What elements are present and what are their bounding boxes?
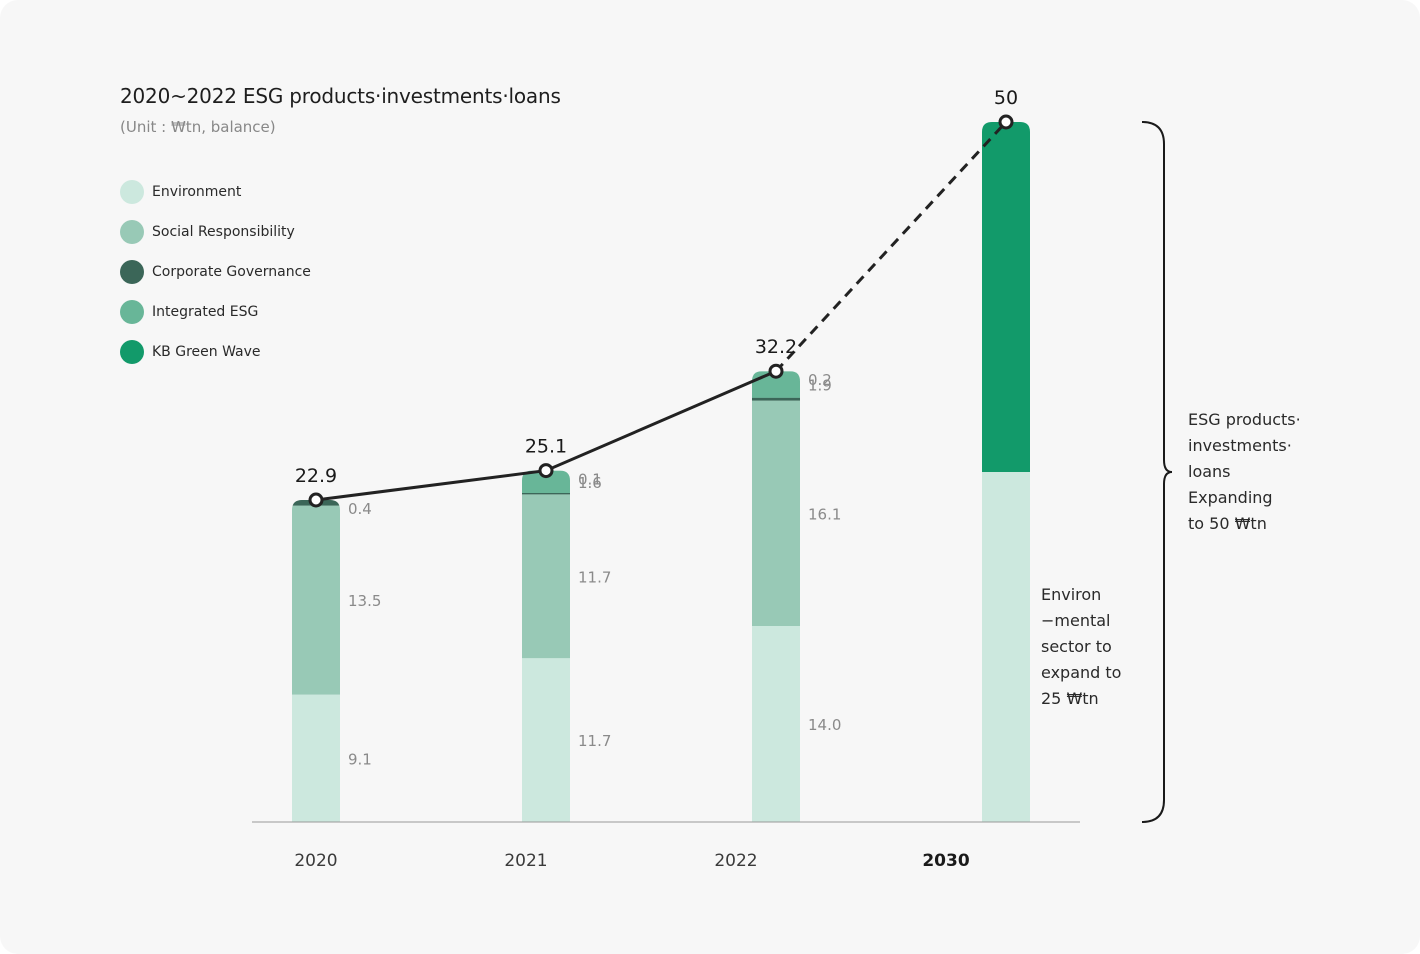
environment-note-line: Environ xyxy=(1041,585,1102,604)
total-point-marker xyxy=(308,492,324,508)
legend-swatch-social xyxy=(120,220,144,244)
segment-value-label: 0.1 xyxy=(578,471,602,489)
segment-value-label: 11.7 xyxy=(578,732,611,750)
legend-swatch-environment xyxy=(120,180,144,204)
legend-item-integrated: Integrated ESG xyxy=(120,300,311,324)
segment-value-label: 9.1 xyxy=(348,750,372,768)
bar-stack-2030 xyxy=(982,122,1030,822)
environment-target-note: Environ −mental sector to expand to 25 ₩… xyxy=(1041,582,1141,712)
legend-label-integrated: Integrated ESG xyxy=(152,304,259,320)
total-value-label: 50 xyxy=(994,87,1018,109)
environment-note-line: expand to xyxy=(1041,663,1122,682)
legend-item-social: Social Responsibility xyxy=(120,220,311,244)
legend-item-environment: Environment xyxy=(120,180,311,204)
legend-item-green-wave: KB Green Wave xyxy=(120,340,311,364)
total-note-line: investments· xyxy=(1188,436,1292,455)
bar-segment-kb-green-wave xyxy=(982,122,1030,472)
environment-note-line: sector to xyxy=(1041,637,1112,656)
legend-label-social: Social Responsibility xyxy=(152,224,295,240)
legend-swatch-integrated xyxy=(120,300,144,324)
total-note-line: loans xyxy=(1188,462,1231,481)
segment-value-label: 13.5 xyxy=(348,592,381,610)
total-point-marker xyxy=(538,463,554,479)
x-tick-label: 2030 xyxy=(922,851,969,871)
bar-segment-environment xyxy=(522,658,570,822)
bar-segment-corporate-governance xyxy=(752,397,800,401)
legend-label-governance: Corporate Governance xyxy=(152,264,311,280)
chart-unit-subtitle: (Unit : ₩tn, balance) xyxy=(120,118,276,136)
bar-segment-integrated-esg xyxy=(522,470,570,493)
segment-value-label: 1.6 xyxy=(578,474,602,492)
legend-swatch-governance xyxy=(120,260,144,284)
total-note-line: to 50 ₩tn xyxy=(1188,514,1267,533)
bar-stack-2020 xyxy=(292,500,340,822)
bar-segment-social-responsibility xyxy=(292,505,340,695)
bar-stack-2022 xyxy=(752,371,800,822)
environment-note-line: 25 ₩tn xyxy=(1041,689,1099,708)
bar-segment-social-responsibility xyxy=(522,494,570,659)
legend-swatch-green-wave xyxy=(120,340,144,364)
legend-label-green-wave: KB Green Wave xyxy=(152,344,261,360)
total-value-label: 25.1 xyxy=(525,436,567,458)
segment-value-label: 16.1 xyxy=(808,505,841,523)
segment-value-label: 11.7 xyxy=(578,568,611,586)
bar-segment-environment xyxy=(752,626,800,822)
total-line-projected xyxy=(774,120,1008,373)
total-point-marker xyxy=(998,114,1014,130)
total-point-marker xyxy=(768,363,784,379)
x-tick-label: 2020 xyxy=(294,851,337,871)
bar-stack-2021 xyxy=(522,470,570,822)
total-brace xyxy=(1141,121,1173,823)
bar-segment-environment xyxy=(982,472,1030,822)
x-tick-label: 2021 xyxy=(504,851,547,871)
total-note-line: Expanding xyxy=(1188,488,1273,507)
legend-label-environment: Environment xyxy=(152,184,242,200)
bar-segment-environment xyxy=(292,694,340,822)
environment-note-line: −mental xyxy=(1041,611,1111,630)
legend: Environment Social Responsibility Corpor… xyxy=(120,180,311,380)
total-value-label: 22.9 xyxy=(295,465,337,487)
segment-value-label: 0.4 xyxy=(348,500,372,518)
segment-value-label: 1.9 xyxy=(808,377,832,395)
segment-value-label: 0.2 xyxy=(808,371,832,389)
segment-value-label: 14.0 xyxy=(808,716,841,734)
total-note-line: ESG products· xyxy=(1188,410,1301,429)
legend-item-governance: Corporate Governance xyxy=(120,260,311,284)
x-tick-label: 2022 xyxy=(714,851,757,871)
chart-title: 2020~2022 ESG products·investments·loans xyxy=(120,84,561,108)
total-value-label: 32.2 xyxy=(755,336,797,358)
total-target-note: ESG products· investments· loans Expandi… xyxy=(1188,407,1318,537)
bar-segment-social-responsibility xyxy=(752,400,800,626)
